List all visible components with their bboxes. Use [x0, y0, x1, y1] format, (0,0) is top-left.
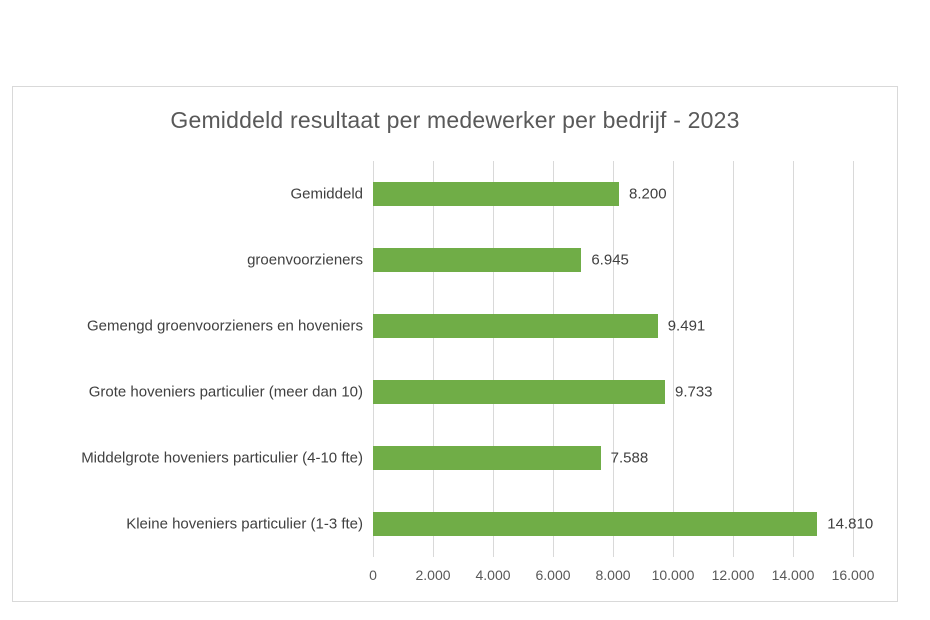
x-axis-tick-label: 2.000: [415, 567, 451, 583]
bar-row: Grote hoveniers particulier (meer dan 10…: [89, 359, 853, 425]
gridline: [373, 161, 374, 557]
category-label: Kleine hoveniers particulier (1-3 fte): [126, 515, 363, 533]
gridline: [733, 161, 734, 557]
gridline: [493, 161, 494, 557]
category-label: Grote hoveniers particulier (meer dan 10…: [88, 383, 363, 401]
gridline: [793, 161, 794, 557]
x-axis-tick-label: 16.000: [831, 567, 875, 583]
bar: [373, 512, 818, 536]
gridline: [673, 161, 674, 557]
x-axis-tick-label: 12.000: [711, 567, 755, 583]
value-label: 14.810: [827, 515, 874, 533]
x-axis: 0 2.000 4.000 6.000 8.000 10.000 12.000 14.000 1…: [369, 567, 874, 587]
value-label: 9.491: [667, 317, 706, 335]
bar-row: Middelgrote hoveniers particulier (4-10 …: [81, 425, 853, 491]
bar-row: Kleine hoveniers particulier (1-3 fte) 14…: [126, 491, 873, 557]
bar: [373, 446, 601, 470]
category-label: groenvoorzieners: [247, 251, 363, 269]
x-axis-tick-label: 6.000: [535, 567, 571, 583]
chart-container: Gemiddeld resultaat per medewerker per b…: [12, 86, 898, 602]
bar: [373, 380, 665, 404]
x-axis-tick-label: 4.000: [475, 567, 511, 583]
bar-row: Gemengd groenvoorzieners en hoveniers 9.4…: [87, 293, 853, 359]
bar: [373, 182, 619, 206]
category-label: Gemengd groenvoorzieners en hoveniers: [87, 317, 363, 335]
category-label: Gemiddeld: [290, 185, 363, 203]
value-label: 9.733: [674, 383, 713, 401]
gridline: [433, 161, 434, 557]
category-label: Middelgrote hoveniers particulier (4-10 …: [81, 449, 363, 467]
bar: [373, 314, 658, 338]
gridline: [853, 161, 854, 557]
x-axis-tick-label: 0: [369, 567, 377, 583]
x-axis-tick-label: 8.000: [595, 567, 631, 583]
value-label: 7.588: [610, 449, 649, 467]
gridline: [553, 161, 554, 557]
x-axis-tick-label: 14.000: [771, 567, 815, 583]
bar: [373, 248, 582, 272]
value-label: 8.200: [629, 185, 667, 203]
bar-row: Gemiddeld 8.200: [290, 161, 853, 227]
chart-title: Gemiddeld resultaat per medewerker per b…: [170, 107, 740, 133]
bar-row: groenvoorzieners 6.945: [247, 227, 853, 293]
x-axis-tick-label: 10.000: [651, 567, 695, 583]
plot-area: Gemiddeld 8.200 groenvoorzieners 6.945 Gemen…: [81, 161, 873, 557]
gridline: [613, 161, 614, 557]
value-label: 6.945: [591, 251, 629, 269]
